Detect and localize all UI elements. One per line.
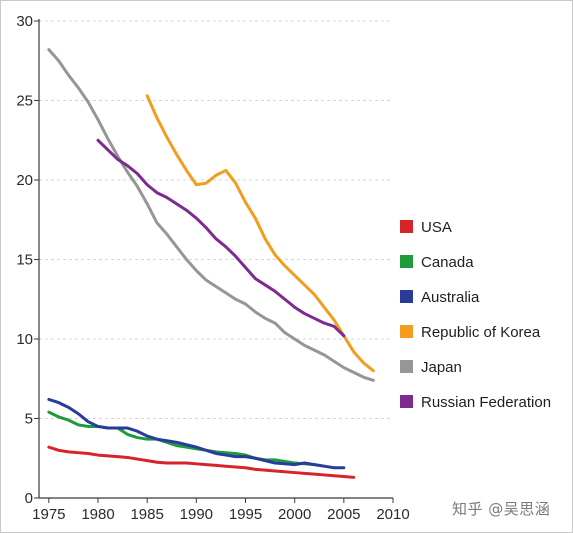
legend-label-japan: Japan xyxy=(421,359,462,376)
y-tick-label-0: 0 xyxy=(25,490,33,507)
watermark: 知乎 @吴思涵 xyxy=(452,500,551,518)
legend-swatch-republic-of-korea xyxy=(400,325,413,338)
legend-label-canada: Canada xyxy=(421,254,474,271)
legend-label-australia: Australia xyxy=(421,289,480,306)
legend-swatch-australia xyxy=(400,290,413,303)
x-tick-label-2010: 2010 xyxy=(376,506,409,523)
legend-swatch-canada xyxy=(400,255,413,268)
y-tick-label-10: 10 xyxy=(16,331,33,348)
legend-label-usa: USA xyxy=(421,219,452,236)
grid-lines xyxy=(39,20,393,419)
legend-label-republic-of-korea: Republic of Korea xyxy=(421,324,541,341)
y-tick-label-15: 15 xyxy=(16,252,33,269)
y-tick-label-25: 25 xyxy=(16,93,33,110)
series-lines xyxy=(47,48,375,479)
x-tick-label-1975: 1975 xyxy=(32,506,65,523)
x-tick-label-1985: 1985 xyxy=(130,506,163,523)
series-line-republic-of-korea xyxy=(145,94,375,373)
legend: USA Canada Australia Republic of Korea Japan… xyxy=(400,219,551,411)
series-line-usa xyxy=(47,445,356,479)
x-tick-label-1990: 1990 xyxy=(180,506,213,523)
series-line-russian-federation xyxy=(96,138,346,338)
series-line-australia xyxy=(47,397,346,470)
y-tick-label-5: 5 xyxy=(25,411,33,428)
legend-swatch-russian-federation xyxy=(400,395,413,408)
x-tick-label-2005: 2005 xyxy=(327,506,360,523)
legend-swatch-japan xyxy=(400,360,413,373)
axes: 0 5 10 15 20 25 30 1975 1980 1985 1990 1995 2000 2005… xyxy=(16,13,409,523)
series-line-japan xyxy=(47,48,375,382)
x-tick-label-1995: 1995 xyxy=(229,506,262,523)
legend-label-russian-federation: Russian Federation xyxy=(421,394,551,411)
series-line-canada xyxy=(47,410,326,468)
y-tick-label-30: 30 xyxy=(16,13,33,30)
y-tick-label-20: 20 xyxy=(16,172,33,189)
x-tick-label-2000: 2000 xyxy=(278,506,311,523)
legend-swatch-usa xyxy=(400,220,413,233)
x-tick-label-1980: 1980 xyxy=(81,506,114,523)
